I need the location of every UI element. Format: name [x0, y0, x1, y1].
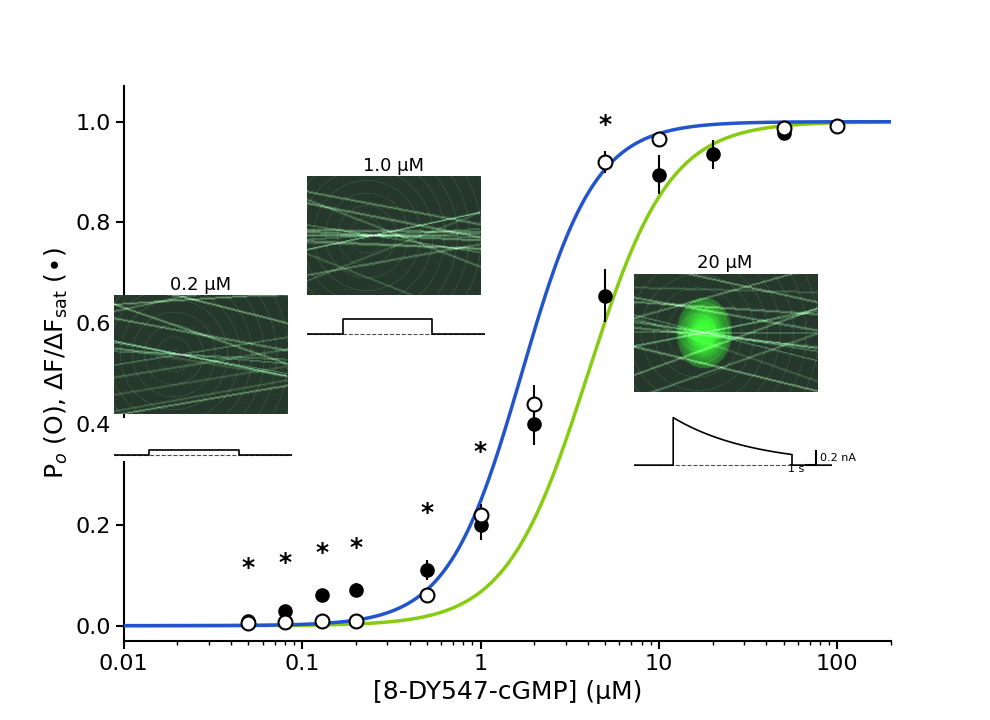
- Text: *: *: [349, 536, 362, 560]
- Title: 20 μM: 20 μM: [698, 254, 752, 272]
- Text: *: *: [278, 552, 291, 575]
- Text: *: *: [599, 113, 612, 137]
- Text: 1 s: 1 s: [788, 464, 804, 474]
- Text: 0.2 nA: 0.2 nA: [820, 453, 855, 463]
- Text: *: *: [474, 441, 487, 464]
- Text: *: *: [316, 541, 329, 565]
- Title: 0.2 μM: 0.2 μM: [170, 276, 231, 294]
- Text: *: *: [421, 501, 434, 525]
- Title: 1.0 μM: 1.0 μM: [363, 157, 424, 175]
- X-axis label: [8-DY547-cGMP] (μM): [8-DY547-cGMP] (μM): [372, 680, 643, 703]
- Text: *: *: [242, 557, 255, 580]
- Y-axis label: P$_o$ (O), $\Delta$F/$\Delta$F$_\mathrm{sat}$ ($\bullet$): P$_o$ (O), $\Delta$F/$\Delta$F$_\mathrm{…: [43, 248, 69, 480]
